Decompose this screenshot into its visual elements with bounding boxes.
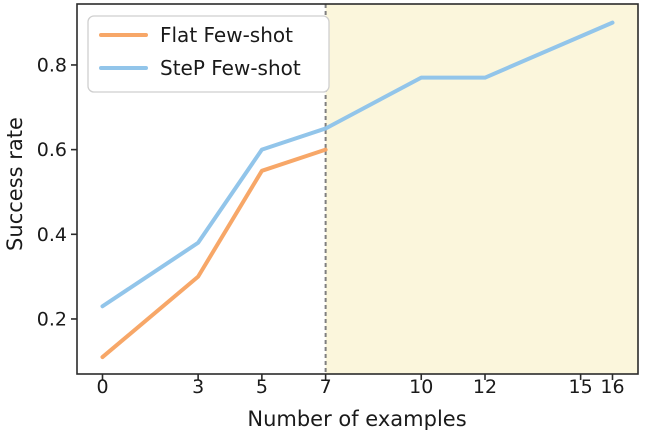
x-tick-label: 0: [96, 376, 108, 398]
legend-label-1: SteP Few-shot: [160, 56, 301, 80]
series-lines-layer: [100, 20, 615, 360]
x-tick-label: 3: [192, 376, 204, 398]
y-tick-label: 0.2: [37, 308, 67, 330]
plot-border: [76, 3, 639, 375]
legend: Flat Few-shot SteP Few-shot: [87, 15, 330, 93]
y-tick-label: 0.4: [37, 224, 67, 246]
series-line-1: [100, 20, 615, 309]
x-axis-label: Number of examples: [247, 407, 466, 430]
axes-layer: [76, 3, 639, 375]
series-line-0: [100, 147, 328, 360]
x-tick-label: 5: [256, 376, 268, 398]
x-tick-label: 12: [473, 376, 497, 398]
y-axis-label: Success rate: [3, 117, 27, 251]
x-tick-label: 10: [409, 376, 433, 398]
x-tick-label: 16: [600, 376, 624, 398]
shaded-region-layer: [325, 4, 638, 374]
legend-box: [87, 15, 330, 93]
ticks-layer: 0 3 5 7 10 12 15 16 0.2 0.4 0.6 0.8: [37, 54, 625, 398]
y-tick-label: 0.6: [37, 139, 67, 161]
shaded-region: [325, 4, 638, 374]
x-tick-label: 7: [320, 376, 332, 398]
y-tick-label: 0.8: [37, 54, 67, 76]
x-tick-label: 15: [569, 376, 593, 398]
legend-label-0: Flat Few-shot: [160, 23, 293, 47]
